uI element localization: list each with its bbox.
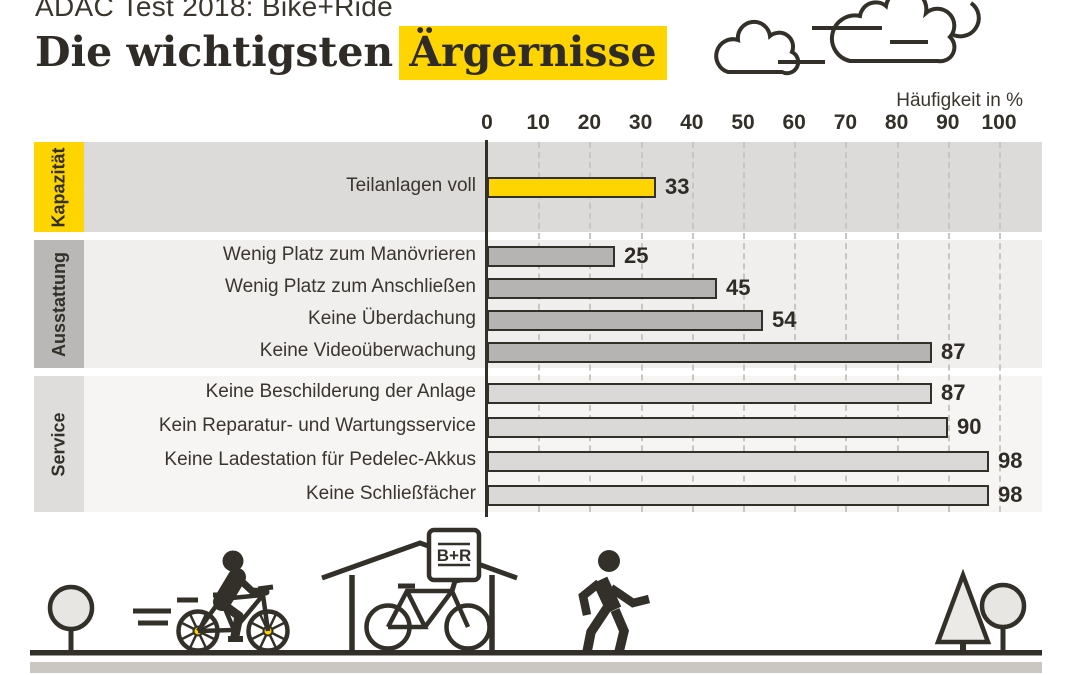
gridline-80 [896,142,899,512]
bar-value: 98 [998,448,1023,473]
axis-tick: 50 [731,111,755,134]
bar [487,484,989,506]
ground-band [30,662,1042,673]
bar [487,450,989,472]
bar-label: Wenig Platz zum Manövrieren [222,244,476,265]
axis-zero-line [485,140,488,517]
title-highlight: Ärgernisse [399,26,667,80]
tree-pine-icon [934,568,992,652]
category-tag-label: Kapazität [48,146,69,228]
speed-lines-icon [133,597,198,626]
bar-label: Keine Schließfächer [305,483,476,504]
axis-title: Häufigkeit in % [896,90,1023,111]
bar-label: Keine Ladestation für Pedelec-Akkus [164,449,476,470]
axis-tick: 100 [981,111,1017,134]
bar [487,176,656,198]
kicker-text: ADAC Test 2018: Bike+Ride [35,0,393,22]
sign-text: B+R [437,546,471,565]
category-tag-0: Kapazität [34,142,84,232]
bar-label: Keine Überdachung [308,308,476,329]
street-scene-icon: B+R [30,527,1042,673]
pedestrian-icon [578,550,651,654]
axis-tick: 90 [936,111,960,134]
bar-value: 90 [957,414,982,439]
axis-tick: 20 [577,111,602,134]
bar-label: Keine Beschilderung der Anlage [205,381,476,402]
tree-round-icon [47,584,95,652]
page-title: Die wichtigsten Ärgernisse [35,26,667,80]
axis-tick: 40 [680,111,704,134]
cloud-small-icon [714,19,801,76]
axis-tick: 10 [526,111,550,134]
gridline-70 [845,142,848,512]
bar [487,416,948,438]
cloud-big-icon [829,0,957,64]
gridline-60 [794,142,797,512]
bar [487,309,763,331]
bar-label: Kein Reparatur- und Wartungsservice [158,415,476,436]
axis-tick: 60 [782,111,806,134]
clouds-icon [714,0,981,76]
gridline-90 [947,142,950,512]
bar-value: 98 [998,482,1023,507]
bar [487,277,717,299]
bike-shelter-icon [321,540,518,652]
bar-label: Teilanlagen voll [346,175,476,196]
axis-tick: 70 [833,111,858,134]
bar-label: Wenig Platz zum Anschließen [225,276,476,297]
ground-line [30,650,1042,656]
bar [487,382,932,404]
axis-tick: 30 [628,111,653,134]
bike-and-ride-sign: B+R [426,527,482,583]
bar-value: 33 [665,174,690,199]
bar [487,341,932,363]
bar [487,245,615,267]
bar-value: 25 [624,243,649,268]
category-tag-label: Ausstattung [48,251,69,357]
cyclist-icon [176,550,290,653]
gridline-100 [999,142,1001,512]
bar-label: Keine Videoüberwachung [259,340,476,361]
tree-round-right-icon [979,582,1027,652]
category-tag-1: Ausstattung [34,240,84,368]
cloud-partial-icon [948,1,981,39]
bar-value: 45 [726,275,751,300]
title-plain: Die wichtigsten [35,28,394,76]
axis-tick: 0 [481,111,493,134]
category-tag-2: Service [34,376,84,512]
bar-value: 54 [772,307,797,332]
wind-lines-icon [778,26,928,64]
bar-value: 87 [941,339,966,364]
parked-bike-icon [364,576,492,651]
axis-tick: 80 [884,111,909,134]
bar-value: 87 [941,380,966,405]
category-tag-label: Service [48,411,69,477]
